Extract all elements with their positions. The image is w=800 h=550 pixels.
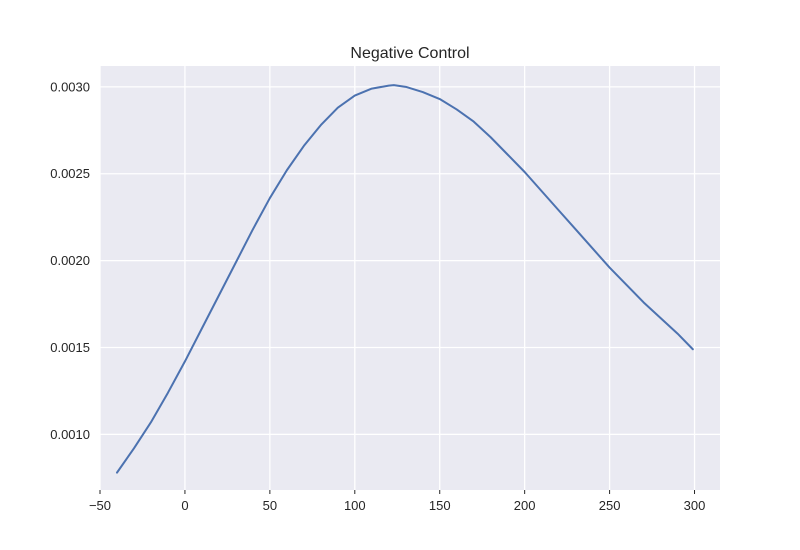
y-tick-label: 0.0025	[50, 166, 90, 181]
y-tick-label: 0.0030	[50, 79, 90, 94]
y-axis: 0.0010 0.0015 0.0020 0.0025 0.0030	[50, 79, 90, 442]
x-tick-label: 300	[684, 498, 706, 513]
x-tick-label: 150	[429, 498, 451, 513]
x-tick-label: 200	[514, 498, 536, 513]
x-axis: −50 0 50 100 150 200 250 300	[89, 490, 705, 513]
series-line	[115, 84, 694, 474]
y-tick-label: 0.0020	[50, 253, 90, 268]
x-tick-label: 50	[263, 498, 277, 513]
x-tick-label: 100	[344, 498, 366, 513]
y-gridlines	[100, 86, 720, 436]
x-gridlines	[99, 66, 696, 490]
x-tick-label: −50	[89, 498, 111, 513]
plot-area	[100, 66, 720, 490]
x-tick-label: 0	[181, 498, 188, 513]
x-tick-label: 250	[599, 498, 621, 513]
chart-title: Negative Control	[350, 45, 469, 62]
y-tick-label: 0.0015	[50, 340, 90, 355]
y-tick-label: 0.0010	[50, 427, 90, 442]
